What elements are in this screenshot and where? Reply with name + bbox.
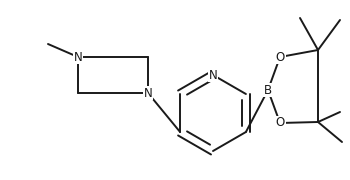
Text: N: N xyxy=(209,69,217,82)
Text: O: O xyxy=(275,116,285,129)
Text: N: N xyxy=(74,51,82,64)
Text: N: N xyxy=(144,87,152,100)
Text: B: B xyxy=(264,84,272,96)
Text: O: O xyxy=(275,51,285,64)
